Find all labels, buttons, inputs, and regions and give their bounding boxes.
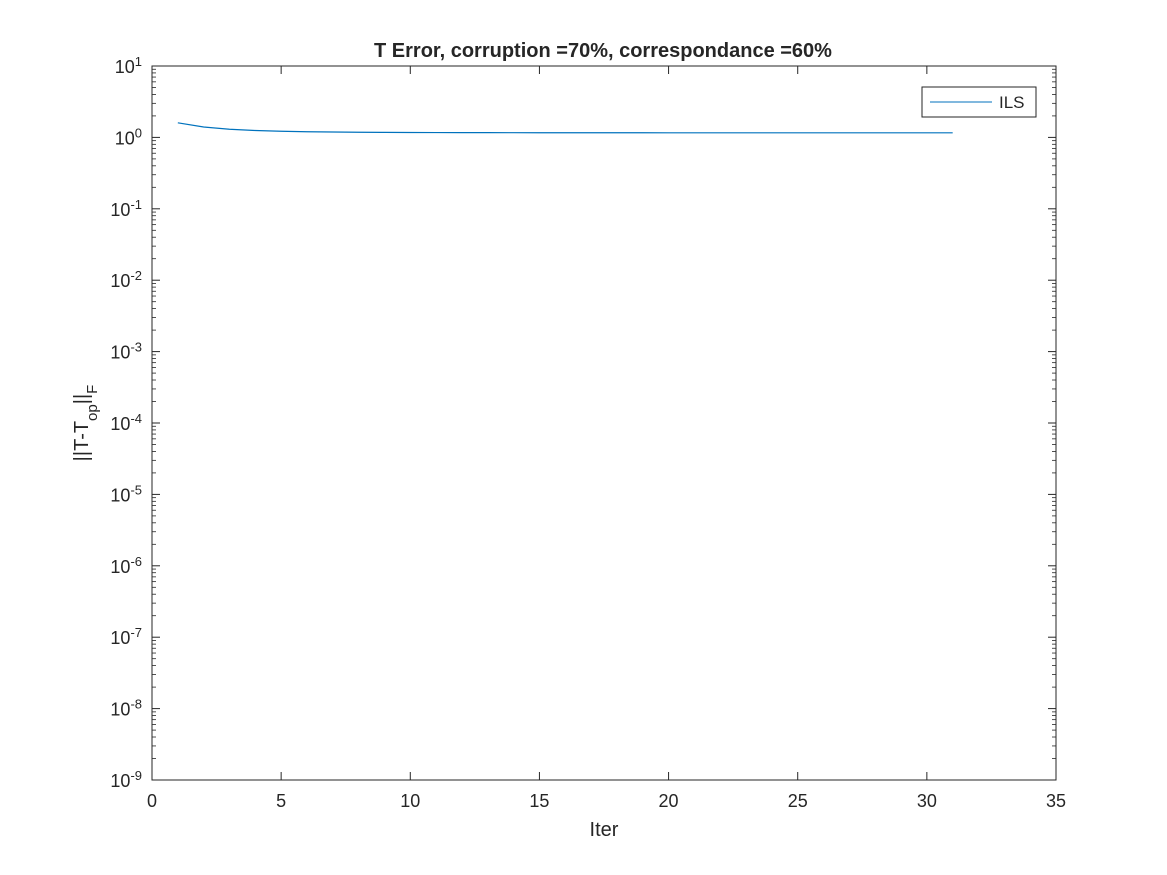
y-axis-label: ||T-Top||F xyxy=(71,385,101,462)
y-tick-label: 10-1 xyxy=(110,196,142,220)
y-tick-label: 10-4 xyxy=(110,411,142,435)
y-tick-label: 100 xyxy=(115,125,142,149)
y-tick-label: 10-2 xyxy=(110,268,142,292)
x-tick-label: 10 xyxy=(400,791,420,811)
y-label-subscript: op xyxy=(84,404,101,421)
y-tick-label: 10-3 xyxy=(110,339,142,363)
x-tick-label: 15 xyxy=(529,791,549,811)
legend-entry-ils: ILS xyxy=(999,93,1025,112)
x-tick-label: 0 xyxy=(147,791,157,811)
y-tick-label: 10-9 xyxy=(110,768,142,792)
y-tick-label: 10-7 xyxy=(110,625,142,649)
y-tick-label: 10-8 xyxy=(110,696,142,720)
legend: ILS xyxy=(921,86,1037,118)
y-tick-label: 10-5 xyxy=(110,482,142,506)
y-axis-ticks: 10-9 10-8 10-7 10-6 10-5 10-4 10-3 10-2 10-1 100 1… xyxy=(110,54,1056,792)
x-tick-label: 30 xyxy=(917,791,937,811)
series-layer xyxy=(177,122,953,134)
x-tick-label: 5 xyxy=(276,791,286,811)
y-label-base: ||T-T xyxy=(71,421,93,461)
y-tick-label: 10-6 xyxy=(110,553,142,577)
x-axis-ticks: 0 5 10 15 20 25 30 35 xyxy=(147,66,1066,811)
y-tick-label: 101 xyxy=(115,54,142,78)
y-label-suffix: || xyxy=(71,394,93,404)
chart-title: T Error, corruption =70%, correspondance… xyxy=(374,40,832,62)
x-axis-label: Iter xyxy=(590,819,619,841)
x-tick-label: 20 xyxy=(659,791,679,811)
x-tick-label: 35 xyxy=(1046,791,1066,811)
x-tick-label: 25 xyxy=(788,791,808,811)
plot-area xyxy=(151,65,1057,781)
y-label-suffix-subscript: F xyxy=(84,385,101,394)
